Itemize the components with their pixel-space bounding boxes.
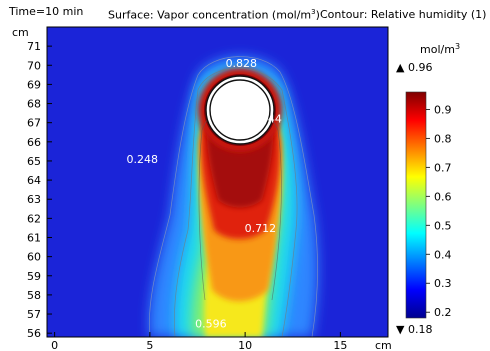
contour-outer xyxy=(149,56,318,337)
y-tick-label: 64 xyxy=(27,174,41,187)
y-tick-label: 68 xyxy=(27,98,41,111)
y-tick-label: 62 xyxy=(27,212,41,225)
colorbar-tick-label: 0.5 xyxy=(434,219,452,232)
x-tick-label: 0 xyxy=(51,339,58,351)
cylinder-inner xyxy=(209,79,271,141)
y-tick-label: 56 xyxy=(27,327,41,340)
colorbar-tick-label: 0.8 xyxy=(434,132,452,145)
y-tick-label: 65 xyxy=(27,155,41,168)
colorbar-unit-text: mol/m xyxy=(420,43,455,56)
colorbar-tick-label: 0.7 xyxy=(434,161,452,174)
contour-title: Contour: Relative humidity (1) xyxy=(320,8,487,21)
colorbar-min-label: ▼ 0.18 xyxy=(396,323,432,336)
time-label: Time=10 min xyxy=(9,5,84,18)
surface-title-sup: 3 xyxy=(311,8,316,16)
y-axis-unit: cm xyxy=(12,26,29,39)
colorbar-tick-label: 0.6 xyxy=(434,190,452,203)
y-tick-label: 71 xyxy=(27,40,41,53)
y-tick-label: 63 xyxy=(27,193,41,206)
y-tick-label: 58 xyxy=(27,289,41,302)
surface-title-close: ) xyxy=(315,8,320,22)
y-tick-label: 70 xyxy=(27,59,41,72)
plot-header: Time=10 min Surface: Vapor concentration… xyxy=(0,0,490,26)
colorbar-max-label: ▲ 0.96 xyxy=(396,61,432,74)
y-tick-label: 59 xyxy=(27,270,41,283)
x-tick-label: 15 xyxy=(333,339,347,351)
colorbar: mol/m3 ▲ 0.96 0.9 0.8 0.7 0.6 0.5 0.4 0.3 0.2 ▼… xyxy=(396,42,460,336)
axes: 56 57 58 59 60 61 62 63 64 65 66 67 68 69 70 71 0 5 10 15 xyxy=(27,40,347,351)
colorbar-tick-label: 0.3 xyxy=(434,277,452,290)
contour-label: 0.712 xyxy=(245,222,277,235)
y-tick-label: 66 xyxy=(27,136,41,149)
y-tick-label: 60 xyxy=(27,251,41,264)
colorbar-ticks: 0.9 0.8 0.7 0.6 0.5 0.4 0.3 0.2 xyxy=(426,103,452,319)
contour-mid xyxy=(174,68,298,337)
contour-labels: 0.828 0.944 0.248 0.712 0.596 xyxy=(127,57,282,330)
x-tick-label: 10 xyxy=(238,339,252,351)
contour-label: 0.944 xyxy=(250,113,282,126)
contour-label: 0.596 xyxy=(195,317,227,330)
y-tick-label: 69 xyxy=(27,78,41,91)
colorbar-tick-label: 0.9 xyxy=(434,103,452,116)
y-tick-label: 67 xyxy=(27,117,41,130)
colorbar-gradient xyxy=(405,91,427,319)
colorbar-unit-sup: 3 xyxy=(455,42,460,51)
contour-label: 0.248 xyxy=(127,153,159,166)
colorbar-tick-label: 0.2 xyxy=(434,306,452,319)
colorbar-tick-label: 0.4 xyxy=(434,248,452,261)
plot-frame xyxy=(46,26,389,338)
contour-label: 0.828 xyxy=(226,57,258,70)
cylinder-object xyxy=(205,75,275,145)
x-axis-unit: cm xyxy=(375,339,392,351)
y-tick-label: 61 xyxy=(27,231,41,244)
surface-title-text: Surface: Vapor concentration (mol/m xyxy=(108,8,312,22)
concentration-surface xyxy=(47,27,388,337)
colorbar-unit: mol/m3 xyxy=(420,42,460,56)
y-tick-label: 57 xyxy=(27,308,41,321)
surface-title: Surface: Vapor concentration (mol/m3) xyxy=(108,8,320,22)
x-tick-label: 5 xyxy=(146,339,153,351)
